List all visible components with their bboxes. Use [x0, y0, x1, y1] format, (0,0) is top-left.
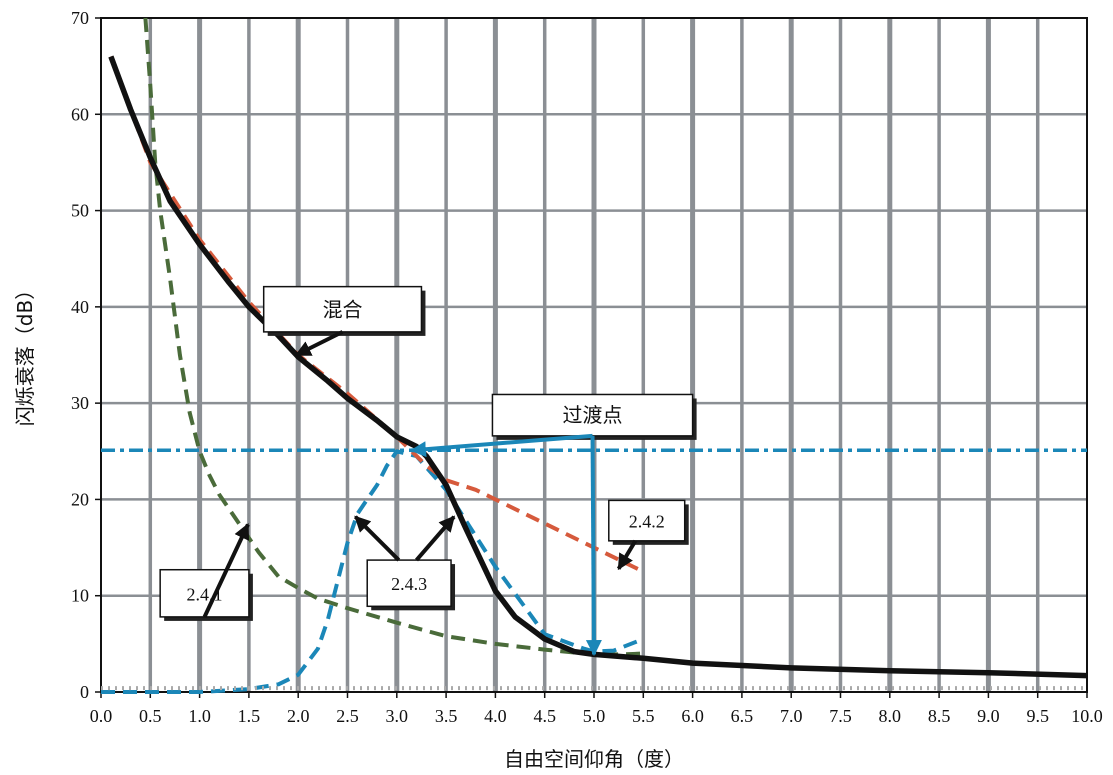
y-tick-label: 50: [71, 201, 89, 221]
callout-box-c242: [608, 499, 686, 542]
callout-box-c243: [366, 559, 452, 608]
series-line-green: [143, 17, 644, 657]
x-tick-label: 7.0: [780, 706, 803, 726]
x-tick-label: 10.0: [1071, 706, 1103, 726]
x-tick-label: 9.0: [977, 706, 1000, 726]
series-line-blue: [101, 449, 645, 694]
callout-label-transition: 过渡点: [563, 403, 623, 427]
callout-arrow: [202, 523, 250, 618]
x-tick-label: 6.5: [731, 706, 754, 726]
x-tick-label: 9.5: [1026, 706, 1049, 726]
x-tick-label: 3.5: [435, 706, 458, 726]
y-axis-title: 闪烁衰落（dB）: [13, 280, 37, 426]
y-tick-label: 70: [71, 8, 89, 28]
x-tick-label: 6.0: [681, 706, 704, 726]
y-tick-label: 10: [71, 586, 89, 606]
x-tick-label: 4.5: [533, 706, 556, 726]
y-tick-label: 0: [80, 682, 89, 702]
callout-arrow: [294, 330, 344, 357]
x-tick-label: 8.0: [879, 706, 902, 726]
callout-box-c241: [159, 568, 250, 618]
y-tick-label: 30: [71, 393, 89, 413]
x-tick-label: 3.0: [386, 706, 409, 726]
x-tick-label: 1.5: [238, 706, 261, 726]
x-tick-label: 4.0: [484, 706, 507, 726]
callout-arrow: [585, 435, 602, 657]
callout-label-mix: 混合: [323, 297, 363, 321]
x-tick-label: 2.5: [336, 706, 359, 726]
x-tick-label: 2.0: [287, 706, 310, 726]
y-tick-label: 40: [71, 297, 89, 317]
y-tick-label: 20: [71, 489, 89, 509]
x-tick-label: 1.0: [188, 706, 211, 726]
callout-label-c243: 2.4.3: [391, 574, 427, 594]
series-line-red: [109, 55, 645, 574]
x-tick-label: 5.0: [583, 706, 606, 726]
x-axis-title: 自由空间仰角（度）: [504, 747, 684, 771]
callout-label-c242: 2.4.2: [629, 512, 665, 532]
x-tick-label: 5.5: [632, 706, 655, 726]
callout-arrow: [409, 433, 593, 458]
x-tick-label: 8.5: [928, 706, 951, 726]
callout-arrow: [353, 515, 401, 562]
x-tick-label: 0.0: [90, 706, 113, 726]
callout-arrow: [415, 515, 456, 562]
axes: 0.0 0.5 1.0 1.5 2.0 2.5 3.0 3.5 4.0 4.5 5.0 5.5 6.0 6…: [71, 8, 1103, 726]
grid-lines: [101, 18, 1087, 692]
x-tick-label: 0.5: [139, 706, 162, 726]
x-tick-label: 7.5: [829, 706, 852, 726]
y-tick-label: 60: [71, 104, 89, 124]
callout-arrow: [616, 539, 638, 571]
